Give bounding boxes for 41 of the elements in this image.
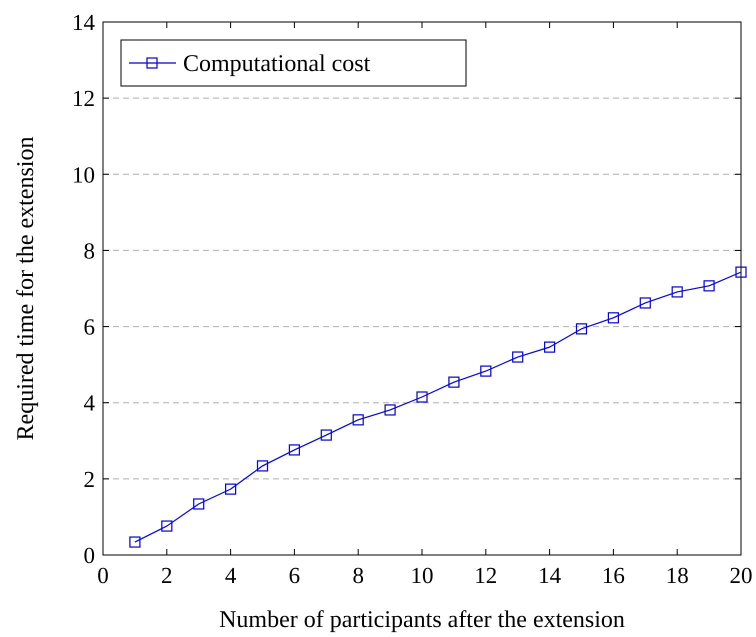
point [448, 376, 460, 388]
point [672, 286, 683, 298]
x-tick-label: 2 [161, 563, 173, 588]
y-tick-label: 0 [84, 543, 95, 568]
y-tick-label: 6 [84, 314, 95, 340]
x-tick-label: 14 [538, 563, 562, 588]
point [608, 312, 619, 324]
y-tick-label: 8 [84, 238, 95, 264]
point [129, 536, 140, 548]
x-tick-label: 4 [224, 563, 237, 588]
y-tick-label: 2 [84, 466, 95, 492]
x-tick-label: 10 [410, 563, 434, 588]
y-tick-label: 14 [72, 10, 96, 35]
point [320, 429, 332, 441]
point [416, 391, 428, 403]
x-tick-label: 6 [288, 563, 300, 588]
y-axis-title: Required time for the extension [13, 136, 39, 440]
point [161, 520, 172, 532]
y-tick-label: 10 [72, 162, 95, 188]
point [256, 460, 268, 472]
point [512, 351, 524, 363]
x-tick-label: 8 [352, 563, 364, 588]
point [225, 484, 236, 495]
point [735, 266, 747, 278]
point [288, 444, 300, 456]
x-tick-label: 16 [602, 563, 625, 588]
legend-label: Computational cost [183, 51, 371, 77]
point [640, 297, 651, 309]
point [352, 414, 364, 426]
y-tick-label: 4 [84, 390, 96, 416]
point [384, 404, 396, 416]
point [576, 323, 588, 334]
point [193, 498, 204, 510]
x-tick-label: 20 [730, 563, 752, 588]
point [544, 342, 556, 353]
x-tick-label: 18 [666, 563, 689, 588]
point [480, 366, 492, 377]
point [704, 280, 715, 292]
x-tick-label: 12 [474, 563, 498, 588]
y-tick-label: 12 [72, 86, 95, 112]
x-axis-title: Number of participants after the extension [219, 607, 625, 633]
